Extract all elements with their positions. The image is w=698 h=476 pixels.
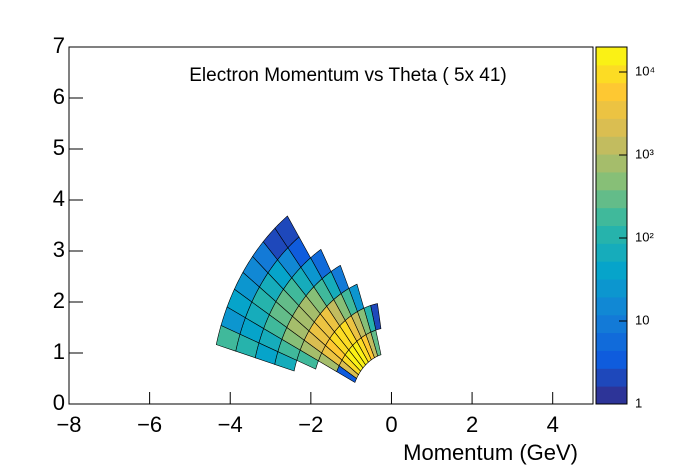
y-tick-label: 2 <box>53 288 65 313</box>
x-tick-label: −8 <box>56 412 81 437</box>
z-tick-label: 10³ <box>635 146 654 161</box>
y-tick-label: 3 <box>53 237 65 262</box>
colorbar-band <box>596 47 627 66</box>
colorbar-band <box>596 154 627 173</box>
x-axis-label: Momentum (GeV) <box>403 440 578 465</box>
colorbar-band <box>596 64 627 84</box>
chart-title: Electron Momentum vs Theta ( 5x 41) <box>189 65 507 86</box>
colorbar-frame <box>595 46 628 405</box>
plot-frame <box>68 46 594 405</box>
colorbar-band <box>596 100 627 119</box>
x-tick-label: 4 <box>547 412 559 437</box>
x-tick-label: −2 <box>298 412 323 437</box>
colorbar-band <box>596 171 627 191</box>
colorbar-band <box>596 225 627 244</box>
colorbar-band <box>596 386 627 405</box>
colorbar-band <box>596 136 627 155</box>
colorbar-band <box>596 350 627 369</box>
colorbar-band <box>596 261 627 280</box>
colorbar-band <box>596 314 627 334</box>
colorbar-band <box>596 279 627 298</box>
y-tick-label: 1 <box>53 339 65 364</box>
colorbar-band <box>596 368 627 387</box>
colorbar-band <box>596 118 627 137</box>
y-tick-label: 5 <box>53 135 65 160</box>
z-tick-label: 1 <box>635 395 642 410</box>
x-tick-label: −4 <box>218 412 243 437</box>
y-tick-label: 7 <box>53 33 65 58</box>
x-tick-label: −6 <box>137 412 162 437</box>
z-tick-label: 10 <box>635 312 649 327</box>
heat-cell <box>215 325 241 352</box>
z-tick-label: 10² <box>635 229 654 244</box>
x-tick-label: 2 <box>466 412 478 437</box>
colorbar-band <box>596 82 627 102</box>
y-tick-label: 6 <box>53 84 65 109</box>
x-tick-label: 0 <box>385 412 397 437</box>
y-tick-label: 4 <box>53 186 65 211</box>
colorbar-band <box>596 189 627 209</box>
colorbar-band <box>596 296 627 316</box>
colorbar-band <box>596 207 627 226</box>
colorbar-band <box>596 243 627 262</box>
z-tick-label: 10⁴ <box>635 63 655 78</box>
colorbar-band <box>596 332 627 351</box>
y-tick-label: 0 <box>53 390 65 415</box>
